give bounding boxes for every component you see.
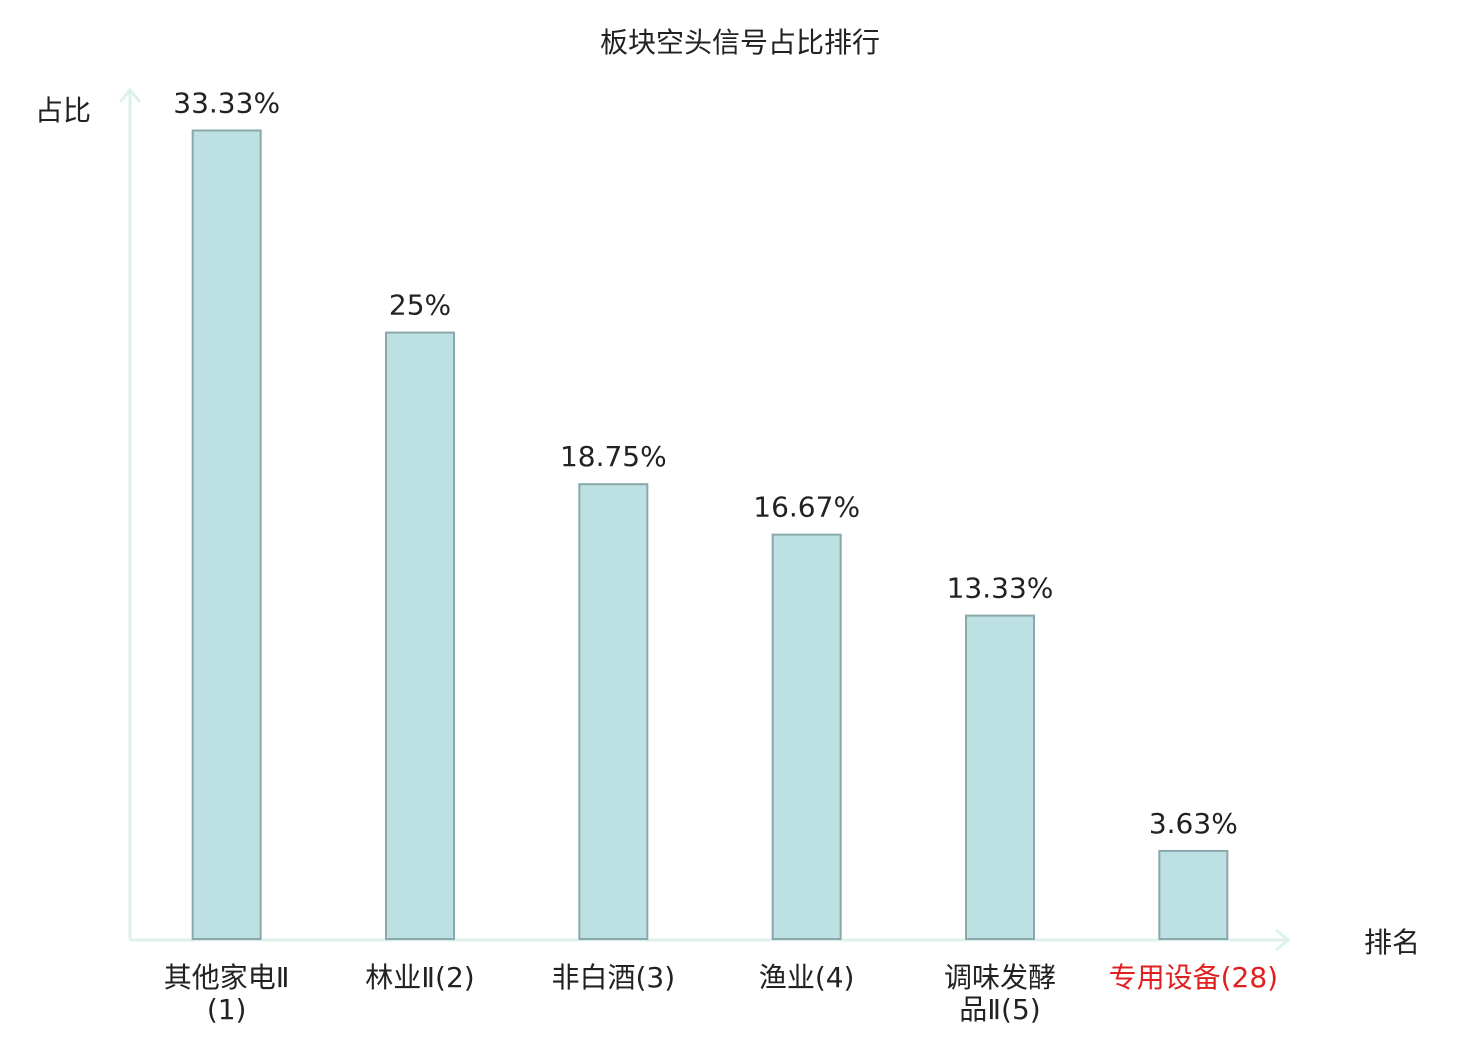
value-label: 18.75% (560, 440, 667, 473)
value-label: 16.67% (753, 491, 860, 524)
bar (191, 129, 262, 941)
x-tick-label: 非白酒(3) (551, 961, 676, 994)
x-tick-label: 林业Ⅱ(2) (365, 961, 475, 994)
x-tick-label: 渔业(4) (758, 961, 855, 994)
value-label: 33.33% (173, 87, 280, 120)
value-label: 3.63% (1149, 807, 1238, 840)
chart-title: 板块空头信号占比排行 (600, 26, 880, 59)
x-tick-label: 其他家电Ⅱ(1) (163, 961, 290, 1026)
y-axis-arrow (118, 87, 142, 103)
x-axis-arrow (1275, 928, 1291, 952)
x-tick-label: 调味发酵品Ⅱ(5) (943, 961, 1056, 1026)
value-label: 13.33% (947, 572, 1054, 605)
bar (771, 533, 842, 940)
x-axis-label: 排名 (1364, 926, 1420, 959)
bar (385, 331, 455, 941)
x-tick-label: 专用设备(28) (1108, 961, 1279, 994)
axes (118, 87, 1291, 952)
bar (965, 614, 1035, 940)
y-axis-label: 占比 (35, 94, 91, 127)
bar (1158, 849, 1229, 941)
bar (578, 483, 649, 940)
value-label: 25% (389, 289, 451, 322)
